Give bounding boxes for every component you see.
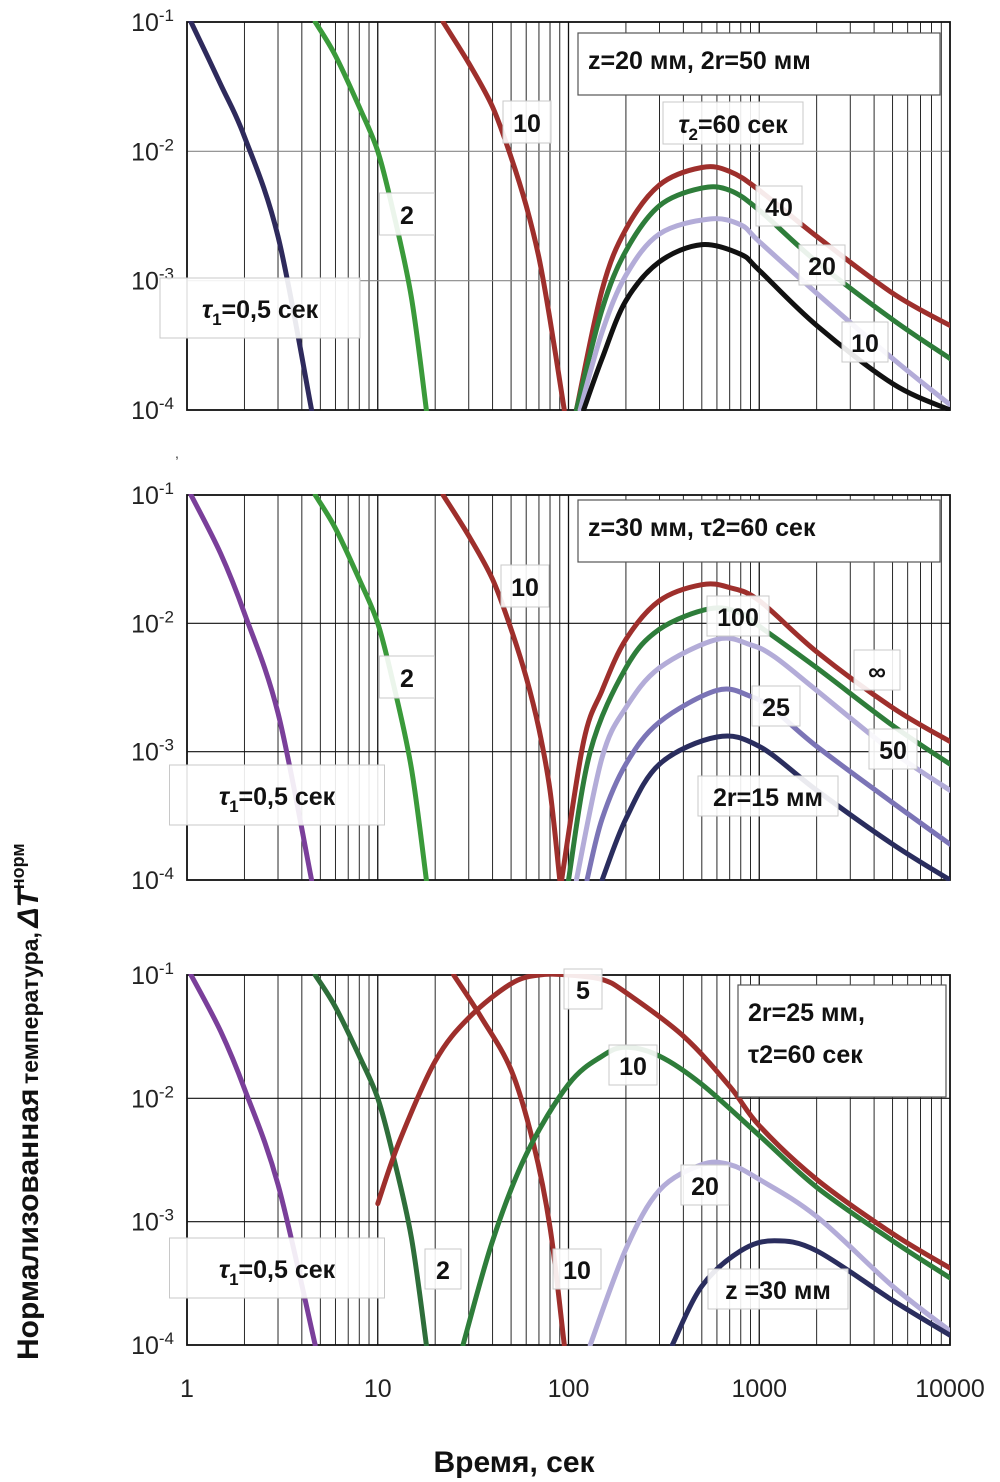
curve-label: z =30 мм <box>707 1268 849 1310</box>
curve-label: 50 <box>868 728 918 770</box>
curve-label: τ1=0,5 сек <box>159 277 361 339</box>
svg-text:∞: ∞ <box>868 658 886 686</box>
info-box: z=20 мм, 2r=50 мм <box>577 32 941 96</box>
svg-text:2: 2 <box>436 1257 450 1285</box>
y-tick-label: 10-1 <box>131 6 174 37</box>
curve-label: 25 <box>751 685 801 727</box>
series-line-6 <box>587 1159 950 1346</box>
svg-text:2: 2 <box>400 665 414 693</box>
y-tick-label: 10-4 <box>131 394 174 425</box>
series-line-7 <box>581 241 950 411</box>
panel-2-stray-dot: , <box>175 445 179 461</box>
series-line-3 <box>451 974 567 1346</box>
y-tick-label: 10-2 <box>131 1082 174 1113</box>
series-line-3 <box>440 21 567 411</box>
svg-text:2r=15 мм: 2r=15 мм <box>713 784 823 812</box>
x-tick-label: 1 <box>180 1375 194 1403</box>
y-axis-label-part2: температура, <box>17 932 43 1084</box>
svg-text:τ1=0,5 сек: τ1=0,5 сек <box>219 1256 336 1289</box>
y-tick-label: 10-4 <box>131 1329 174 1360</box>
curve-label: 10 <box>502 100 552 144</box>
y-axis-label-superscript: норм <box>8 843 28 890</box>
svg-text:50: 50 <box>879 737 907 765</box>
x-tick-label: 10000 <box>915 1375 985 1403</box>
svg-text:z =30 мм: z =30 мм <box>725 1277 831 1305</box>
chart-panel-3: 10-1 10-2 10-3 10-4 2r=25 мм, τ2=60 сек τ1=0,5… <box>131 959 951 1360</box>
curve-label: 5 <box>563 968 603 1010</box>
svg-text:10: 10 <box>851 330 879 358</box>
curve-label: ∞ <box>853 649 901 691</box>
svg-text:τ2=60 сек: τ2=60 сек <box>678 111 788 144</box>
curve-label: 2 <box>379 655 435 699</box>
svg-text:20: 20 <box>808 253 836 281</box>
curve-label: 20 <box>798 244 846 286</box>
curve-label: 10 <box>841 321 889 363</box>
series-line-4 <box>559 581 950 881</box>
series-line-2 <box>312 974 429 1346</box>
series-line-7 <box>669 1238 950 1346</box>
curve-label: 20 <box>680 1164 730 1206</box>
curve-label: 10 <box>552 1248 602 1290</box>
series-line-4 <box>573 164 950 411</box>
svg-text:10: 10 <box>619 1053 647 1081</box>
info-box-text: z=20 мм, 2r=50 мм <box>588 47 811 75</box>
svg-text:10: 10 <box>513 110 541 138</box>
chart-panel-2: 10-1 10-2 10-3 10-4 z=30 мм, τ2=60 сек τ1=0,5… <box>131 479 951 895</box>
y-tick-label: 10-1 <box>131 959 174 990</box>
y-tick-label: 10-3 <box>131 736 174 767</box>
y-axis-label: Нормализованная температура, ΔTнорм <box>8 843 46 1360</box>
series-line-8 <box>599 733 950 881</box>
series-line-1 <box>188 21 315 411</box>
svg-text:2: 2 <box>400 202 414 230</box>
y-axis-label-part1: Нормализованная <box>12 1088 45 1360</box>
series-line-7 <box>584 686 950 881</box>
plot-frame <box>186 21 951 411</box>
curve-label: τ1=0,5 сек <box>169 1237 385 1299</box>
info-box-text: 2r=25 мм, <box>748 999 865 1027</box>
svg-text:τ1=0,5 сек: τ1=0,5 сек <box>219 783 336 816</box>
y-axis-label-symbol: ΔT <box>12 889 45 928</box>
y-tick-label: 10-4 <box>131 864 174 895</box>
y-tick-label: 10-1 <box>131 479 174 510</box>
series-line-6 <box>577 216 950 411</box>
y-tick-label: 10-3 <box>131 1206 174 1237</box>
svg-text:5: 5 <box>576 977 590 1005</box>
series-line-6 <box>573 635 950 881</box>
series-line-3 <box>440 494 563 881</box>
info-box: 2r=25 мм, τ2=60 сек <box>737 984 947 1098</box>
svg-text:40: 40 <box>765 194 793 222</box>
series-line-2 <box>312 494 429 881</box>
series-line-5 <box>573 184 950 411</box>
x-tick-label: 10 <box>364 1375 392 1403</box>
series-line-2 <box>312 21 429 411</box>
info-box-text: z=30 мм, τ2=60 сек <box>588 514 816 542</box>
x-axis-label: Время, сек <box>433 1446 595 1479</box>
svg-text:100: 100 <box>717 604 759 632</box>
curve-label: τ1=0,5 сек <box>169 764 385 826</box>
curve-label: 40 <box>755 185 803 227</box>
svg-text:10: 10 <box>511 574 539 602</box>
x-tick-label: 1000 <box>731 1375 787 1403</box>
curve-label: 100 <box>706 595 770 637</box>
curve-label: 10 <box>608 1044 658 1086</box>
svg-text:20: 20 <box>691 1173 719 1201</box>
x-tick-label: 100 <box>548 1375 590 1403</box>
y-tick-label: 10-2 <box>131 607 174 638</box>
svg-text:25: 25 <box>762 694 790 722</box>
curve-label: 2 <box>424 1248 462 1290</box>
series-line-4 <box>375 974 950 1271</box>
curve-label: τ2=60 сек <box>662 101 804 145</box>
svg-text:τ1=0,5 сек: τ1=0,5 сек <box>202 296 319 329</box>
curve-label: 2 <box>379 192 435 236</box>
chart-panel-1: 10-110-210-310-4z=20 мм, 2r=50 ммτ1=0,5 … <box>131 6 951 425</box>
curve-label: 2r=15 мм <box>697 775 839 817</box>
y-tick-label: 10-2 <box>131 135 174 166</box>
curve-label: 10 <box>500 564 550 608</box>
svg-text:10: 10 <box>563 1257 591 1285</box>
info-box: z=30 мм, τ2=60 сек <box>577 499 941 563</box>
info-box-text: τ2=60 сек <box>748 1041 863 1069</box>
